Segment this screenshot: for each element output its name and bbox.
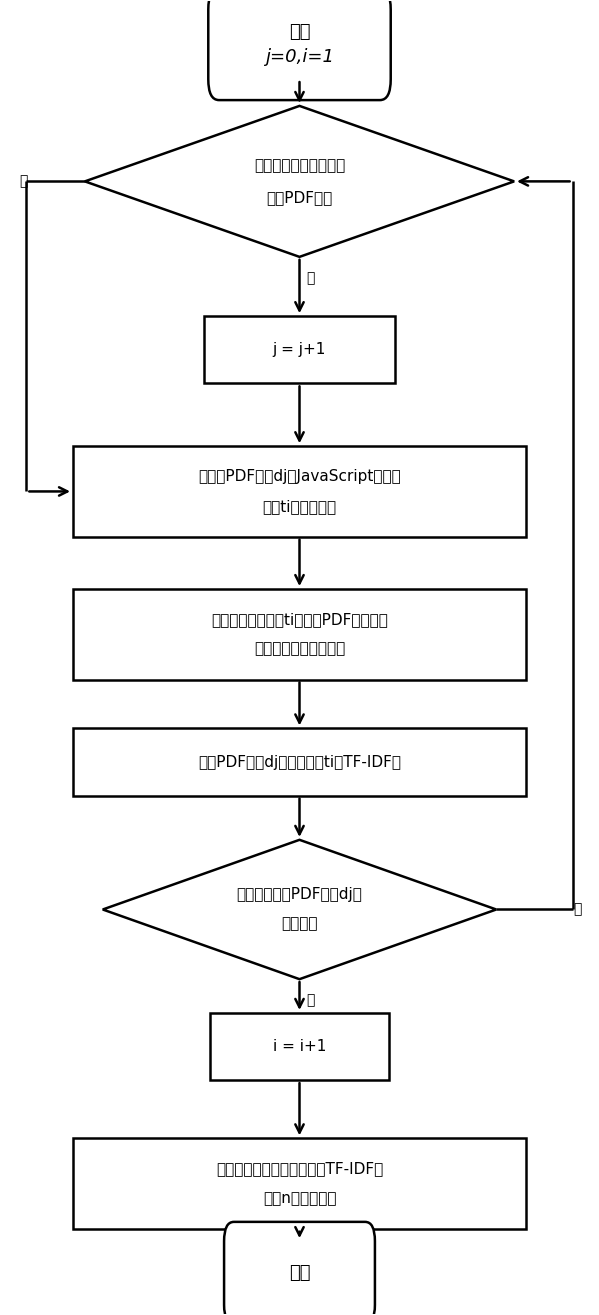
Text: 样本集文档总数的比值: 样本集文档总数的比值 [254, 642, 345, 656]
Text: 恶意PDF文档dj中特定单词ti的TF-IDF值: 恶意PDF文档dj中特定单词ti的TF-IDF值 [198, 755, 401, 769]
Text: i = i+1: i = i+1 [273, 1039, 326, 1055]
Text: 在恶意PDF文档dj的JavaScript代码中: 在恶意PDF文档dj的JavaScript代码中 [198, 469, 401, 484]
Text: 结束: 结束 [289, 1264, 310, 1282]
Text: 单词ti出现的次数: 单词ti出现的次数 [262, 498, 337, 514]
Text: 否: 否 [306, 993, 314, 1007]
Text: 恶意PDF文档: 恶意PDF文档 [267, 189, 332, 205]
Text: 选取n个特征单词: 选取n个特征单词 [263, 1191, 336, 1206]
Text: 是: 是 [573, 902, 582, 917]
Text: 根据所有文档的所有单词的TF-IDF值: 根据所有文档的所有单词的TF-IDF值 [216, 1161, 383, 1177]
Text: 否: 否 [306, 271, 314, 285]
Bar [73, 446, 526, 537]
Bar [73, 729, 526, 796]
FancyBboxPatch shape [224, 1222, 375, 1315]
Polygon shape [103, 840, 496, 980]
Bar [73, 1139, 526, 1228]
FancyBboxPatch shape [208, 0, 391, 100]
Bar [73, 589, 526, 680]
Bar [210, 1013, 389, 1080]
Text: 是: 是 [19, 175, 28, 188]
Text: 开始: 开始 [289, 24, 310, 41]
Text: 是否遍历样本集中所有: 是否遍历样本集中所有 [254, 158, 345, 174]
Text: 统计包含特定单词ti的恶意PDF文档数与: 统计包含特定单词ti的恶意PDF文档数与 [211, 611, 388, 627]
Text: 是否遍历恶意PDF文档dj中: 是否遍历恶意PDF文档dj中 [237, 888, 362, 902]
Polygon shape [85, 107, 514, 256]
Bar [204, 316, 395, 384]
Text: 所有单词: 所有单词 [282, 917, 317, 931]
Text: j=0,i=1: j=0,i=1 [265, 47, 334, 66]
Text: j = j+1: j = j+1 [273, 342, 326, 358]
